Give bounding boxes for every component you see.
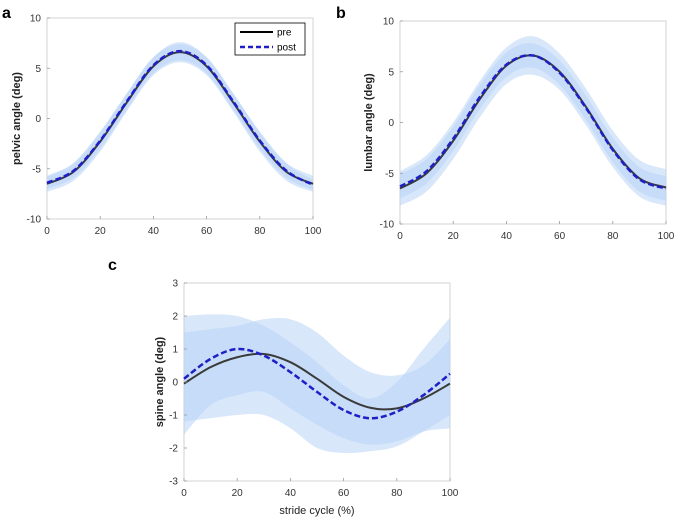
y-tick-label: -10 — [27, 215, 42, 226]
y-axis-label: spine angle (deg) — [154, 336, 166, 427]
series-lines — [399, 53, 667, 190]
legend-label-post: post — [277, 43, 296, 54]
x-tick-label: 20 — [448, 231, 460, 242]
x-tick-label: 20 — [232, 488, 244, 499]
x-ticks: 0 20 40 60 80 100 — [397, 221, 675, 242]
x-tick-label: 100 — [442, 488, 459, 499]
x-tick-label: 80 — [607, 231, 619, 242]
x-tick-label: 100 — [658, 231, 675, 242]
x-ticks: 0 20 40 60 80 100 — [181, 478, 459, 499]
spine-angle-chart: 3 2 1 0 -1 -2 -3 0 20 40 60 80 100 spine angle (deg… — [154, 279, 459, 518]
y-tick-label: 1 — [172, 345, 178, 356]
y-tick-label: 3 — [172, 279, 178, 290]
y-ticks: 10 5 0 -5 -10 — [27, 14, 50, 226]
y-tick-label: -2 — [169, 444, 178, 455]
y-tick-label: 5 — [388, 67, 394, 78]
series-lines — [46, 49, 314, 186]
y-tick-label: 10 — [30, 14, 42, 25]
line-post — [46, 49, 314, 186]
y-tick-label: -5 — [32, 164, 41, 175]
x-tick-label: 60 — [338, 488, 350, 499]
x-tick-label: 40 — [148, 226, 160, 237]
pelvic-angle-chart: 10 5 0 -5 -10 0 20 40 60 80 100 pelvic angle (deg… — [11, 14, 322, 238]
y-ticks: 10 5 0 -5 -10 — [380, 17, 403, 231]
legend-box — [234, 22, 306, 56]
x-tick-label: 40 — [285, 488, 297, 499]
y-tick-label: 0 — [172, 378, 178, 389]
band-post — [400, 43, 666, 201]
x-ticks: 0 20 40 60 80 100 — [44, 216, 322, 237]
x-tick-label: 0 — [44, 226, 50, 237]
x-tick-label: 80 — [391, 488, 403, 499]
x-tick-label: 20 — [95, 226, 107, 237]
y-tick-label: -10 — [380, 220, 395, 231]
panel-label-a: a — [2, 5, 11, 22]
line-pre — [183, 352, 451, 411]
band-post — [184, 314, 450, 454]
y-tick-label: 2 — [172, 312, 178, 323]
y-ticks: 3 2 1 0 -1 -2 -3 — [169, 279, 187, 488]
x-tick-label: 80 — [254, 226, 266, 237]
x-tick-label: 60 — [201, 226, 213, 237]
panel-label-c: c — [108, 257, 117, 274]
x-tick-label: 60 — [554, 231, 566, 242]
line-post — [399, 53, 667, 190]
legend: pre post — [234, 22, 306, 56]
x-tick-label: 0 — [181, 488, 187, 499]
lumbar-angle-chart: 10 5 0 -5 -10 0 20 40 60 80 100 lumbar angle (deg… — [363, 17, 675, 243]
y-tick-label: -1 — [169, 411, 178, 422]
confidence-bands — [47, 42, 313, 192]
x-tick-label: 100 — [305, 226, 322, 237]
line-post — [183, 347, 451, 420]
x-tick-label: 40 — [501, 231, 513, 242]
y-tick-label: 0 — [35, 114, 41, 125]
panel-label-b: b — [336, 5, 346, 22]
y-axis-label: lumbar angle (deg) — [363, 73, 375, 172]
series-lines — [183, 347, 451, 420]
y-tick-label: 0 — [388, 118, 394, 129]
y-tick-label: -5 — [385, 169, 394, 180]
band-post — [47, 42, 313, 190]
y-tick-label: 5 — [35, 64, 41, 75]
legend-label-pre: pre — [277, 28, 292, 39]
confidence-bands — [400, 36, 666, 206]
y-tick-label: 10 — [383, 17, 395, 28]
x-tick-label: 0 — [397, 231, 403, 242]
y-tick-label: -3 — [169, 477, 178, 488]
y-axis-label: pelvic angle (deg) — [11, 72, 23, 165]
x-axis-label: stride cycle (%) — [279, 505, 354, 517]
